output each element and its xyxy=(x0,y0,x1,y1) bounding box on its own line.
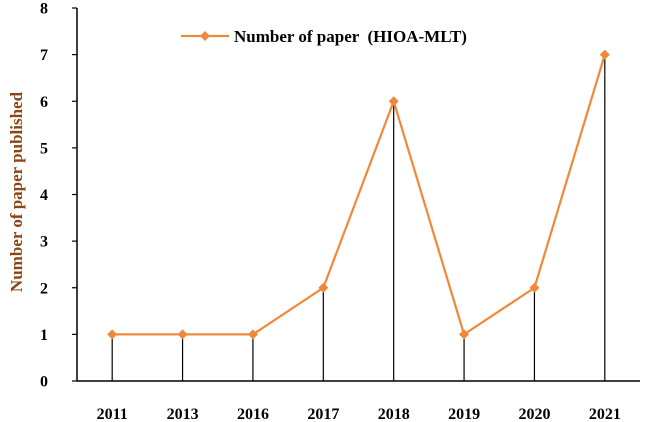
axes xyxy=(76,8,640,382)
data-point xyxy=(529,282,540,293)
x-tick-label: 2016 xyxy=(237,406,269,422)
legend-diamond-marker xyxy=(200,31,210,41)
y-tick-label: 7 xyxy=(40,47,48,64)
y-tick-label: 4 xyxy=(40,187,48,204)
x-tick-label: 2019 xyxy=(448,406,480,422)
series-line xyxy=(112,54,606,336)
data-point xyxy=(177,329,188,340)
data-point xyxy=(247,329,258,340)
y-tick-label: 5 xyxy=(40,140,48,157)
data-point xyxy=(107,329,118,340)
data-point xyxy=(459,329,470,340)
x-tick-label: 2017 xyxy=(307,406,339,422)
series-group xyxy=(107,49,610,340)
y-tick-label: 8 xyxy=(40,1,48,18)
x-tick-label: 2013 xyxy=(167,406,199,422)
data-point xyxy=(599,49,610,60)
x-tick-label: 2011 xyxy=(97,406,128,422)
y-tick-label: 0 xyxy=(40,374,48,391)
y-tick-label: 2 xyxy=(40,280,48,297)
y-axis-label-group: Number of paper published xyxy=(7,91,26,292)
y-tick-labels: 0 1 2 3 4 5 6 7 8 xyxy=(40,1,77,391)
y-tick-label: 3 xyxy=(40,234,48,251)
legend: Number of paper (HIOA-MLT) xyxy=(181,27,467,46)
x-tick-label: 2018 xyxy=(378,406,410,422)
drop-lines xyxy=(111,54,606,381)
y-tick-label: 6 xyxy=(40,94,48,111)
x-tick-label: 2021 xyxy=(589,406,621,422)
x-tick-label: 2020 xyxy=(518,406,550,422)
data-point xyxy=(388,96,399,107)
legend-label: Number of paper (HIOA-MLT) xyxy=(234,27,467,46)
y-tick-label: 1 xyxy=(40,327,48,344)
y-axis-label: Number of paper published xyxy=(7,91,26,292)
x-tick-labels: 2011 2013 2016 2017 2018 2019 2020 2021 xyxy=(97,406,621,422)
data-point xyxy=(318,282,329,293)
